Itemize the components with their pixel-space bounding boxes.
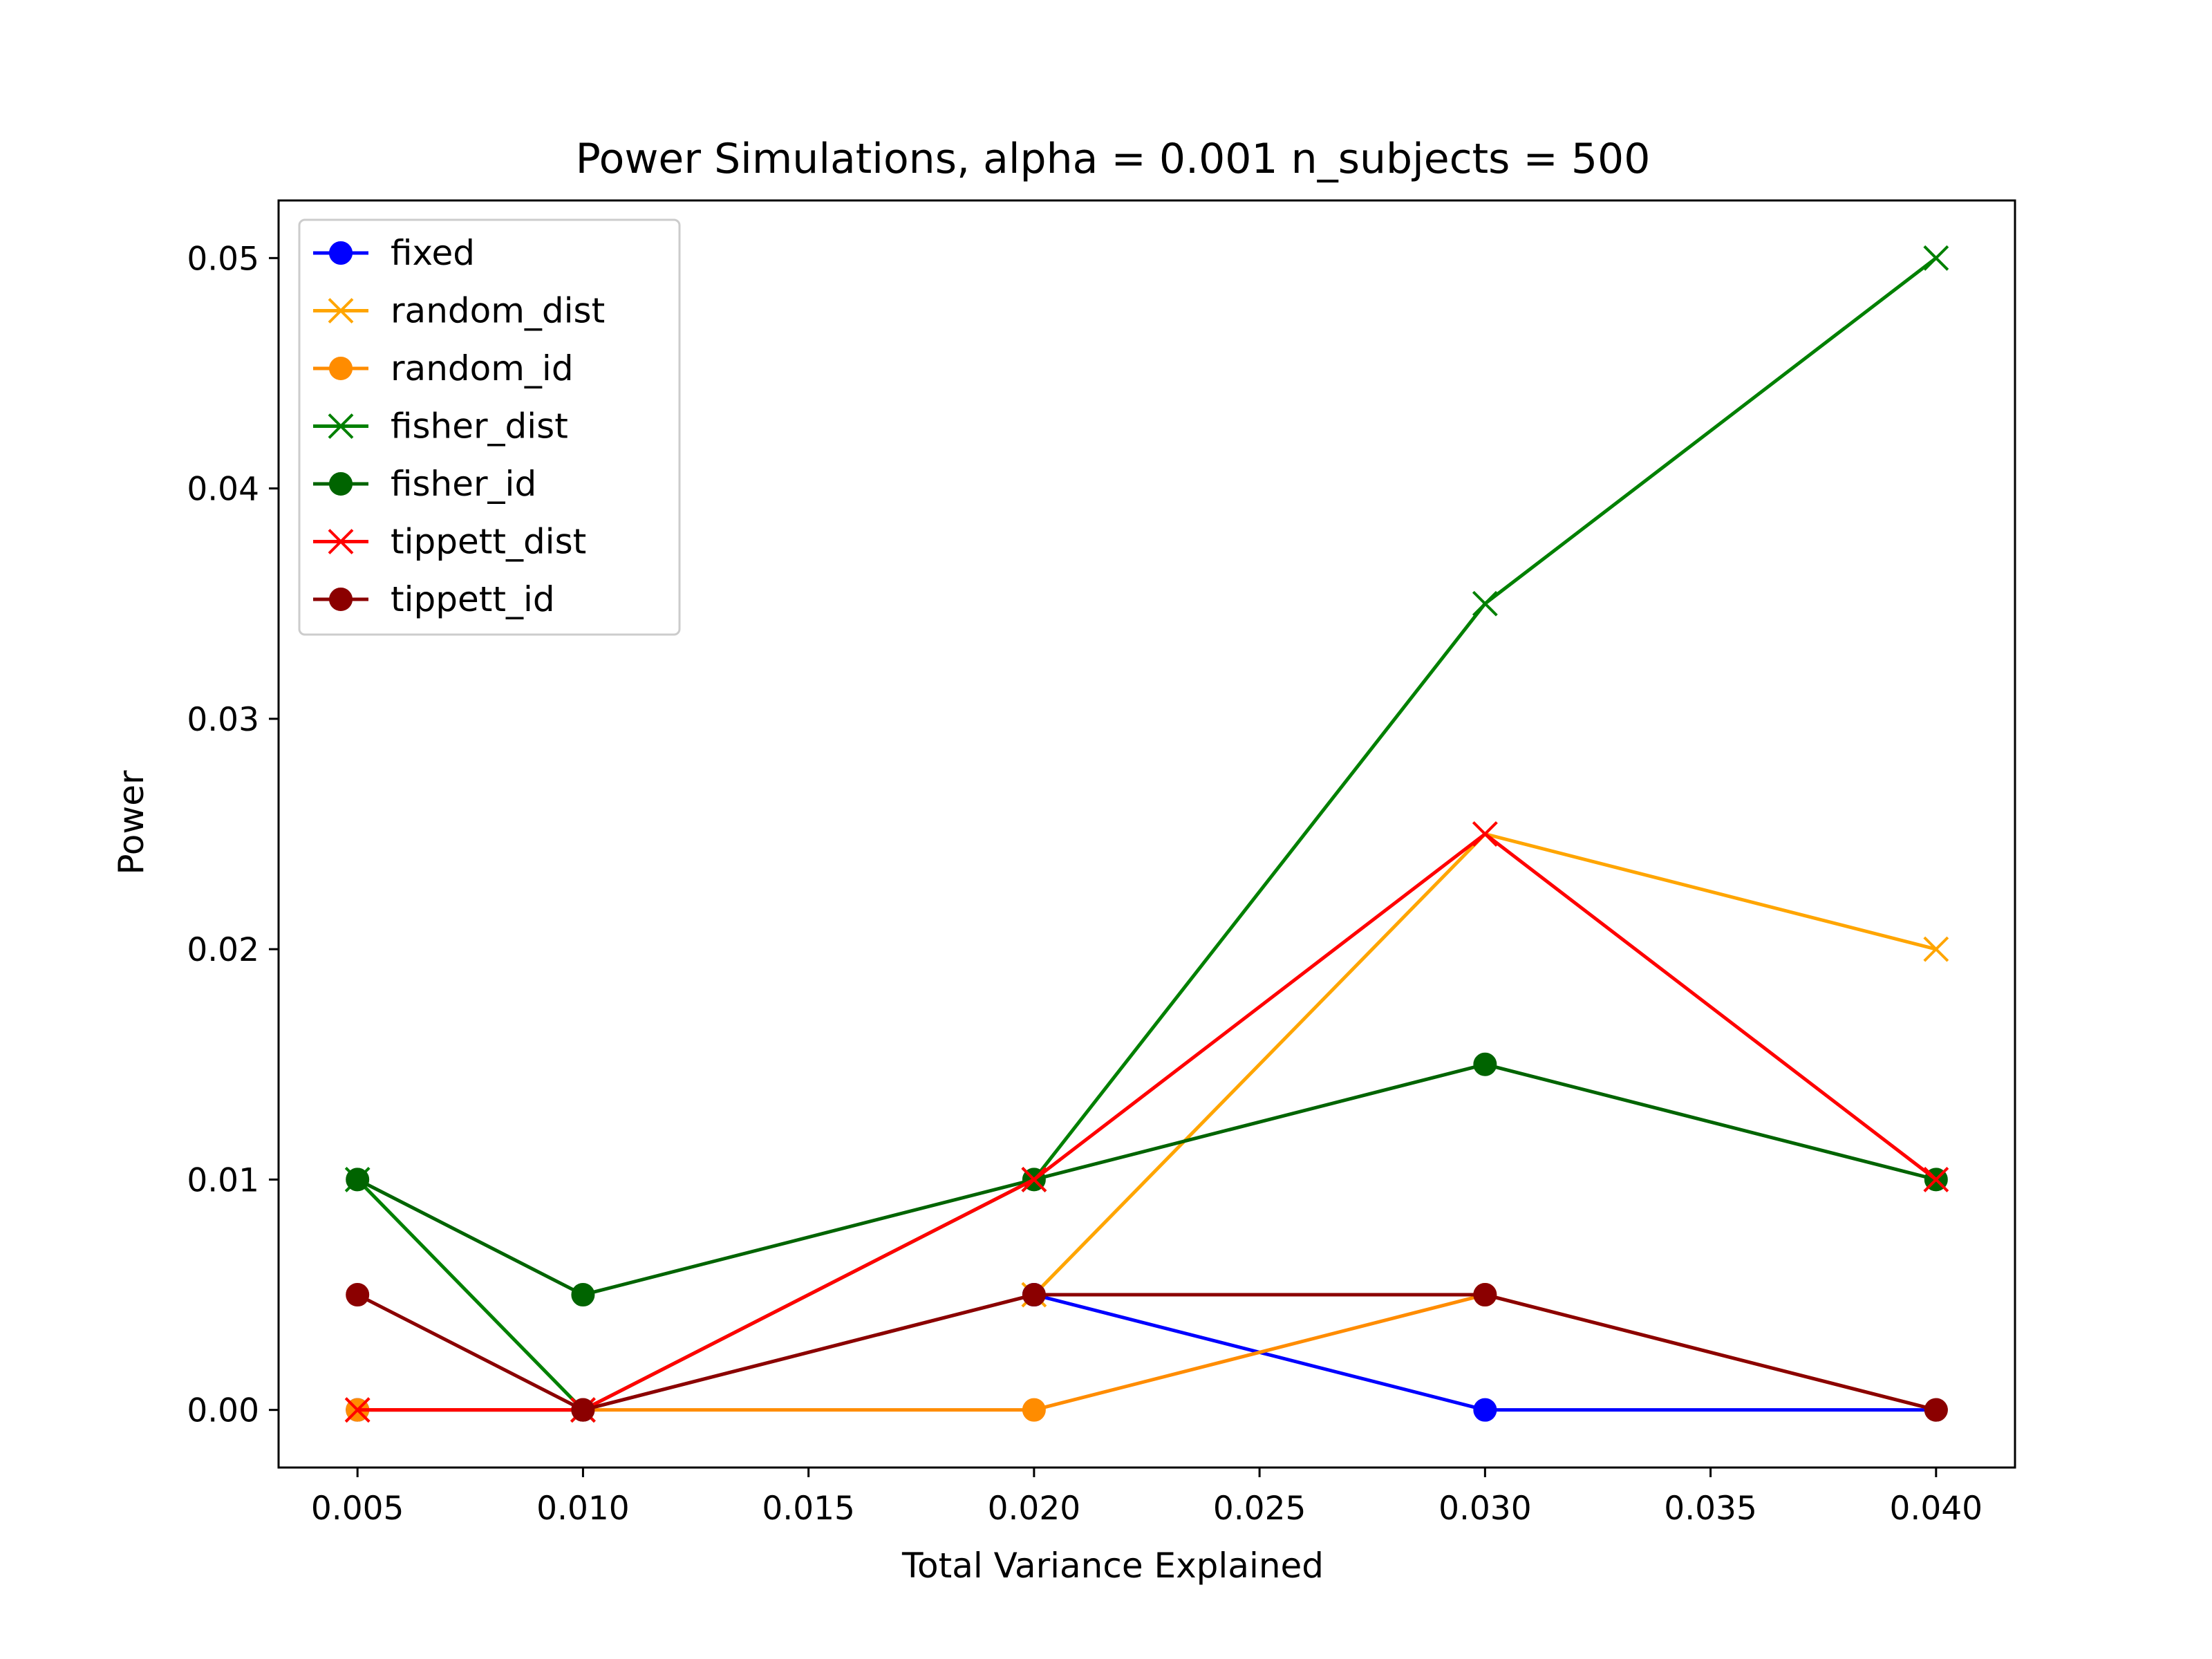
y-tick-label: 0.05 <box>187 240 259 278</box>
data-point-fisher_dist <box>1472 590 1498 617</box>
data-point-fisher_id <box>1473 1052 1497 1076</box>
data-point-fisher_id <box>346 1168 370 1192</box>
legend-box <box>298 218 681 636</box>
legend-label: fixed <box>391 233 475 273</box>
x-tick-label: 0.035 <box>1664 1490 1757 1528</box>
legend-entry-fisher_id: fisher_id <box>313 464 536 504</box>
data-point-tippett_dist <box>1472 821 1498 847</box>
data-point-random_id <box>1022 1398 1046 1422</box>
data-point-tippett_id <box>346 1283 370 1307</box>
data-point-random_dist <box>1923 936 1949 962</box>
x-tick-label: 0.015 <box>762 1490 855 1528</box>
legend-label: random_id <box>391 348 574 388</box>
x-tick-label: 0.010 <box>536 1490 630 1528</box>
x-tick-label: 0.040 <box>1890 1490 1983 1528</box>
x-tick-label: 0.005 <box>311 1490 404 1528</box>
x-tick-label: 0.025 <box>1213 1490 1306 1528</box>
legend-entry-tippett_id: tippett_id <box>313 579 555 619</box>
legend-label: fisher_dist <box>391 406 568 447</box>
data-point-fisher_id <box>571 1283 595 1307</box>
legend-marker <box>328 413 354 439</box>
legend-label: random_dist <box>391 291 605 331</box>
data-point-tippett_id <box>1924 1398 1948 1422</box>
x-tick-label: 0.030 <box>1438 1490 1532 1528</box>
legend-label: fisher_id <box>391 464 536 504</box>
legend-entry-random_id: random_id <box>313 348 574 388</box>
y-tick-label: 0.04 <box>187 471 259 509</box>
legend-label: tippett_dist <box>391 522 586 562</box>
legend-entry-random_dist: random_dist <box>313 291 605 331</box>
legend-marker <box>329 241 353 265</box>
plot-frame <box>277 199 2016 1469</box>
y-tick-label: 0.00 <box>187 1392 259 1430</box>
y-tick-label: 0.02 <box>187 931 259 969</box>
series-layer <box>344 245 1949 1423</box>
data-point-tippett_dist <box>1021 1166 1047 1192</box>
data-point-tippett_id <box>1022 1283 1046 1307</box>
data-point-tippett_dist <box>344 1397 371 1423</box>
data-point-fisher_dist <box>1923 245 1949 271</box>
x-tick-label: 0.020 <box>988 1490 1081 1528</box>
legend: fixed random_dist random_id fisher_distfish… <box>298 218 681 636</box>
legend-marker <box>329 357 353 380</box>
y-tick-label: 0.01 <box>187 1161 259 1199</box>
chart-title: Power Simulations, alpha = 0.001 n_subje… <box>576 135 1651 183</box>
y-axis-label: Power <box>111 770 151 875</box>
legend-marker <box>329 472 353 496</box>
data-point-tippett_id <box>1473 1283 1497 1307</box>
legend-marker <box>328 529 354 554</box>
legend-entry-tippett_dist: tippett_dist <box>313 522 586 562</box>
data-point-tippett_dist <box>1923 1166 1949 1192</box>
data-point-fixed <box>1473 1398 1497 1422</box>
axis-ticks: 0.005 0.010 0.015 0.020 0.025 0.030 0.035 0.040… <box>187 240 1983 1528</box>
series-tippett_id <box>346 1283 1948 1422</box>
x-axis-label: Total Variance Explained <box>901 1546 1324 1586</box>
legend-entry-fisher_dist: fisher_dist <box>313 406 568 447</box>
legend-label: tippett_id <box>391 579 555 619</box>
legend-marker <box>328 298 354 324</box>
legend-marker <box>329 588 353 611</box>
legend-entry-fixed: fixed <box>313 233 475 273</box>
y-tick-label: 0.03 <box>187 701 259 739</box>
data-point-tippett_id <box>571 1398 595 1422</box>
